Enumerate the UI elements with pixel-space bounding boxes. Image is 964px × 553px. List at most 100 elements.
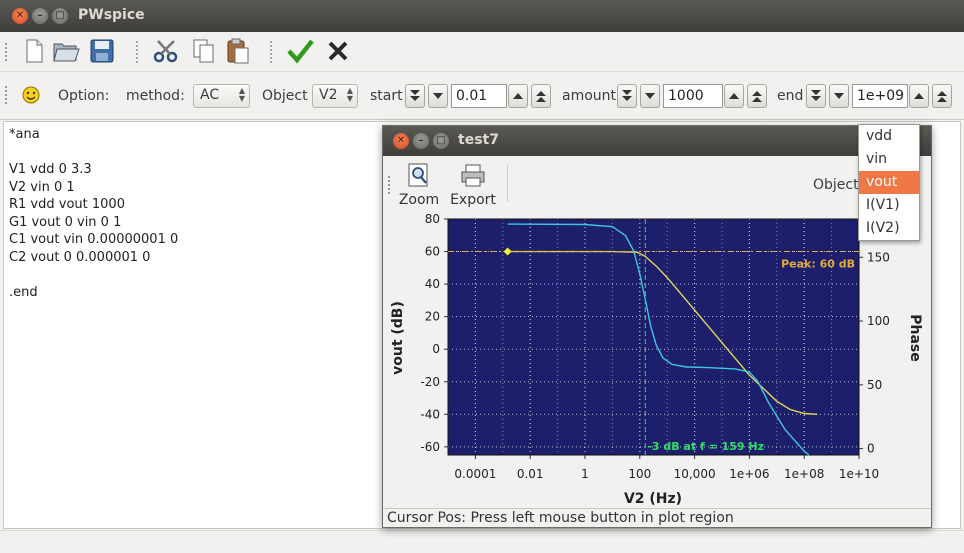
- start-label: start: [370, 88, 403, 104]
- down-icon: [645, 93, 655, 99]
- title-bar: ✕ – □ PWspice: [0, 0, 964, 32]
- x-tick-label: 0.01: [517, 467, 544, 481]
- y2-tick-label: 100: [867, 314, 890, 328]
- window-title: PWspice: [78, 7, 145, 23]
- option-label: Option:: [58, 88, 110, 104]
- end-input[interactable]: [852, 84, 908, 108]
- object-label: Object: [262, 88, 308, 104]
- toolbar-grip[interactable]: [388, 176, 392, 194]
- x-tick-label: 0.0001: [454, 467, 496, 481]
- double-down-icon: [410, 90, 420, 101]
- printer-icon: [461, 164, 485, 187]
- x-tick-label: 10,000: [674, 467, 716, 481]
- plot-object-label: Object: [813, 177, 859, 193]
- amount-fast-down-button[interactable]: [617, 84, 637, 108]
- plot-minimize-button[interactable]: –: [413, 133, 429, 149]
- spin-arrows-icon: ▲ ▼: [238, 86, 245, 103]
- status-bar: [0, 530, 964, 553]
- peak-annotation: Peak: 60 dB: [781, 258, 855, 271]
- plot-frame: [447, 218, 860, 456]
- peak-marker: [503, 247, 512, 256]
- toolbar-separator: [270, 41, 272, 63]
- plot-maximize-button[interactable]: □: [433, 133, 449, 149]
- method-label: method:: [126, 88, 185, 104]
- export-label: Export: [450, 192, 496, 208]
- y-tick-label: -20: [420, 375, 440, 389]
- bode-plot[interactable]: 0.0001 0.01 1 100 10,000 1e+06 1e+08 1e+10 80 60 4…: [383, 126, 931, 508]
- x-tick-label: 1e+08: [784, 467, 824, 481]
- y-tick-label: -60: [420, 440, 440, 454]
- dropdown-item[interactable]: vout: [859, 171, 919, 194]
- start-fast-up-button[interactable]: [531, 84, 551, 108]
- object-value: V2: [319, 87, 338, 103]
- plot-annotations: Peak: 60 dB -3 dB at f = 159 Hz: [448, 219, 859, 455]
- toolbar-grip[interactable]: [5, 43, 9, 61]
- spin-arrows-icon: ▲ ▼: [346, 86, 353, 103]
- double-down-icon: [622, 90, 632, 101]
- method-value: AC: [200, 87, 220, 103]
- check-icon[interactable]: [286, 37, 314, 65]
- amount-down-button[interactable]: [640, 84, 660, 108]
- copy-icon[interactable]: [190, 37, 218, 65]
- save-icon[interactable]: [88, 37, 116, 65]
- plot-title: test7: [458, 132, 499, 148]
- dropdown-item[interactable]: I(V1): [866, 197, 900, 213]
- end-fast-up-button[interactable]: [932, 84, 952, 108]
- down-icon: [433, 93, 443, 99]
- y-tick-label: 0: [432, 342, 440, 356]
- end-fast-down-button[interactable]: [806, 84, 826, 108]
- up-icon: [914, 93, 924, 99]
- zoom-label: Zoom: [398, 192, 440, 208]
- y-tick-label: 60: [425, 245, 440, 259]
- x-tick-label: 1e+06: [729, 467, 769, 481]
- y-tick-label: -40: [420, 407, 440, 421]
- double-down-icon: [811, 90, 821, 101]
- double-up-icon: [937, 91, 947, 102]
- maximize-button[interactable]: □: [52, 8, 68, 24]
- end-down-button[interactable]: [829, 84, 849, 108]
- end-up-button[interactable]: [909, 84, 929, 108]
- zoom-button[interactable]: Zoom: [397, 162, 441, 208]
- stop-icon[interactable]: [324, 37, 352, 65]
- y2-tick-label: 150: [867, 250, 890, 264]
- start-up-button[interactable]: [508, 84, 528, 108]
- plot-ticks: 0.0001 0.01 1 100 10,000 1e+06 1e+08 1e+10 80 60 4…: [420, 212, 890, 481]
- close-button[interactable]: ✕: [12, 8, 28, 24]
- amount-up-button[interactable]: [724, 84, 744, 108]
- start-input[interactable]: [451, 84, 507, 108]
- double-up-icon: [536, 91, 546, 102]
- smiley-icon: [22, 86, 40, 104]
- up-icon: [729, 93, 739, 99]
- dropdown-item[interactable]: vdd: [866, 128, 893, 144]
- amount-label: amount: [562, 88, 617, 104]
- minimize-button[interactable]: –: [32, 8, 48, 24]
- object-select[interactable]: V2 ▲ ▼: [312, 84, 358, 108]
- open-folder-icon[interactable]: [52, 37, 80, 65]
- plot-title-bar: ✕ – □ test7: [383, 126, 931, 156]
- y2-tick-label: 0: [867, 442, 875, 456]
- x-axis-label: V2 (Hz): [624, 491, 682, 507]
- netlist-text[interactable]: *ana V1 vdd 0 3.3 V2 vin 0 1 R1 vdd vout…: [9, 127, 179, 300]
- main-toolbar: [0, 32, 964, 72]
- zoom-icon: [408, 163, 428, 187]
- paste-icon[interactable]: [224, 37, 252, 65]
- x-tick-label: 1e+10: [839, 467, 879, 481]
- toolbar-grip[interactable]: [5, 86, 9, 104]
- export-button[interactable]: Export: [449, 162, 497, 208]
- plot-close-button[interactable]: ✕: [393, 133, 409, 149]
- dropdown-item[interactable]: vin: [866, 151, 888, 167]
- new-file-icon[interactable]: [20, 37, 48, 65]
- start-down-button[interactable]: [428, 84, 448, 108]
- amount-input[interactable]: [663, 84, 723, 108]
- start-fast-down-button[interactable]: [405, 84, 425, 108]
- x-tick-label: 100: [628, 467, 651, 481]
- dropdown-item[interactable]: I(V2): [866, 220, 900, 236]
- toolbar-separator: [136, 41, 138, 63]
- object-dropdown[interactable]: vdd vin vout I(V1) I(V2): [858, 124, 920, 241]
- y-tick-label: 80: [425, 212, 440, 226]
- plot-toolbar-separator: [507, 164, 508, 202]
- method-select[interactable]: AC ▲ ▼: [193, 84, 250, 108]
- down-icon: [834, 93, 844, 99]
- cut-icon[interactable]: [152, 37, 180, 65]
- amount-fast-up-button[interactable]: [747, 84, 767, 108]
